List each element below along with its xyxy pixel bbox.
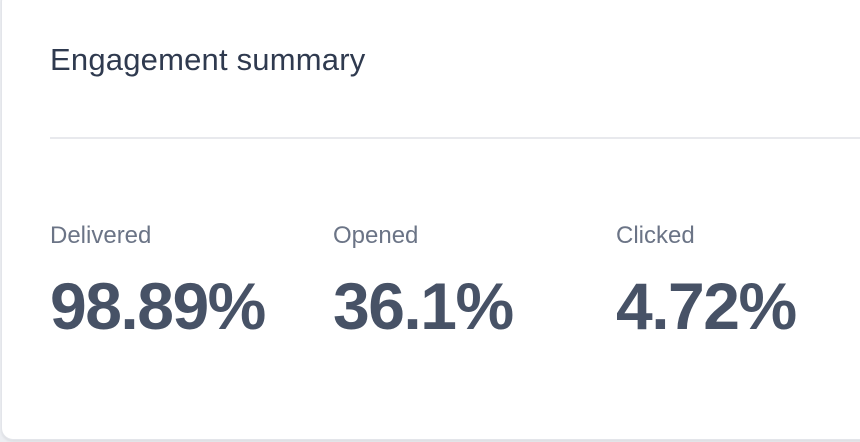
stat-clicked: Clicked 4.72% (616, 222, 797, 344)
stat-value: 98.89% (50, 269, 266, 343)
stat-opened: Opened 36.1% (333, 222, 514, 344)
card-title: Engagement summary (50, 42, 366, 77)
stat-label: Clicked (616, 222, 695, 249)
divider (50, 137, 860, 139)
stat-delivered: Delivered 98.89% (50, 222, 266, 344)
stat-value: 4.72% (616, 269, 797, 343)
stat-label: Opened (333, 222, 419, 249)
stat-label: Delivered (50, 222, 152, 249)
stat-value: 36.1% (333, 269, 514, 343)
